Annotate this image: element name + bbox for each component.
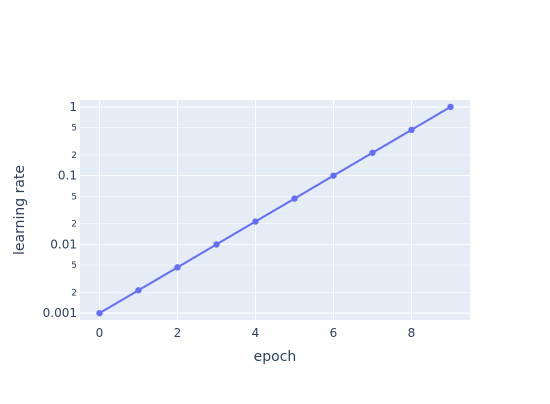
data-point (252, 218, 259, 225)
y-axis-title: learning rate (12, 165, 28, 255)
data-point (291, 195, 298, 202)
x-axis-title: epoch (254, 349, 297, 365)
data-point (369, 149, 376, 156)
x-tick-label: 6 (330, 326, 338, 340)
data-point (96, 309, 103, 317)
x-tick-label: 2 (174, 326, 182, 340)
x-tick-label: 0 (96, 326, 104, 340)
x-tick-label: 8 (408, 326, 416, 340)
y-minor-tick-label: 5 (71, 192, 77, 202)
x-tick-label: 4 (252, 326, 260, 340)
y-minor-tick-label: 2 (71, 151, 77, 161)
y-minor-tick-label: 2 (71, 220, 77, 230)
data-point (447, 103, 454, 111)
y-major-tick-label: 0.1 (58, 169, 77, 183)
series-layer (96, 103, 454, 317)
y-minor-tick-label: 5 (71, 124, 77, 134)
y-major-tick-label: 1 (69, 100, 77, 114)
grid-lines (80, 100, 470, 320)
data-point (330, 172, 337, 179)
y-minor-tick-label: 2 (71, 288, 77, 298)
data-point (213, 241, 220, 248)
y-major-tick-label: 0.001 (43, 306, 77, 320)
y-minor-tick-label: 5 (71, 261, 77, 271)
tick-labels: 0 2 4 6 8 0.001 0.01 0.1 1 2 5 2 5 2 5 (43, 100, 416, 340)
data-point (135, 287, 142, 294)
data-point (408, 126, 415, 134)
data-point (174, 264, 181, 271)
series-line (98, 106, 452, 315)
y-major-tick-label: 0.01 (50, 237, 77, 251)
